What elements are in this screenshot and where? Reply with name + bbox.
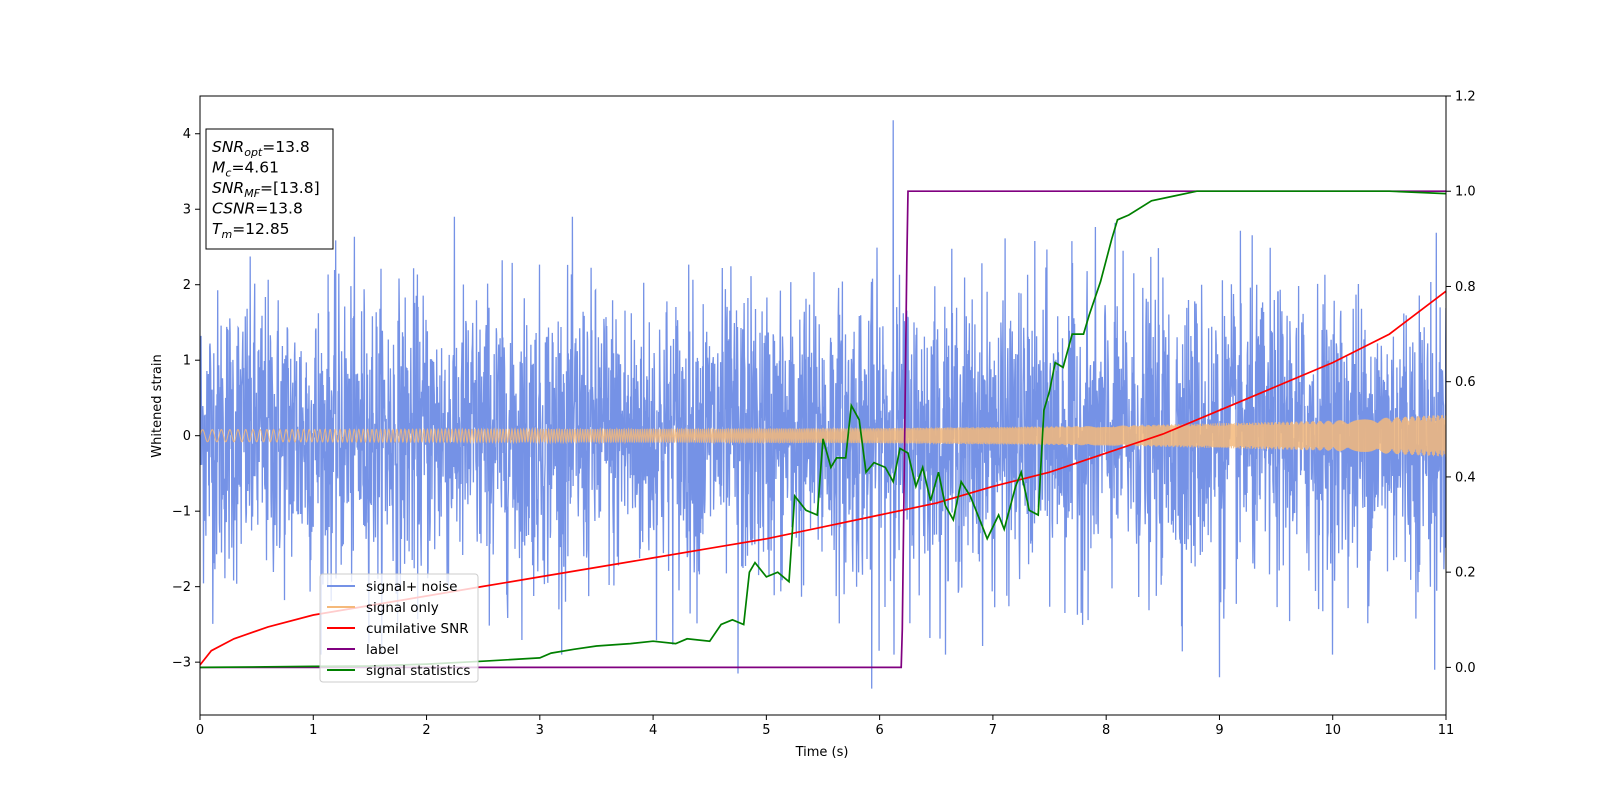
plot-frame [199, 95, 1447, 716]
y2-tick-label: 1.0 [1455, 185, 1476, 200]
legend: signal+ noise signal only cumilative SNR la… [319, 573, 479, 683]
legend-label: label [366, 642, 399, 658]
series-cumulative-snr-line [200, 290, 1446, 666]
y2-tick-label: 1.2 [1455, 90, 1476, 105]
y-tick-label: 4 [183, 127, 191, 142]
y-axis-left: −3 −2 −1 0 1 2 3 4 [172, 127, 200, 671]
y-axis-label: Whitened strain [150, 354, 165, 457]
x-axis: 0 1 2 3 4 5 6 7 8 9 10 11 [196, 715, 1454, 738]
y-axis-right: 0.0 0.2 0.4 0.6 0.8 1.0 1.2 [1446, 90, 1476, 676]
x-tick-label: 2 [422, 723, 430, 738]
annotation-line: SNRMF=[13.8] [212, 179, 320, 200]
y-tick-label: −2 [172, 580, 191, 595]
annotation-frame [205, 128, 334, 250]
annotation-line: SNRopt=13.8 [212, 138, 310, 159]
y2-tick-label: 0.2 [1455, 566, 1476, 581]
y-tick-label: 1 [183, 354, 191, 369]
x-tick-label: 11 [1438, 723, 1455, 738]
x-tick-label: 8 [1102, 723, 1110, 738]
x-tick-label: 4 [649, 723, 657, 738]
x-tick-label: 6 [875, 723, 883, 738]
x-tick-label: 1 [309, 723, 317, 738]
x-tick-label: 5 [762, 723, 770, 738]
x-tick-label: 10 [1324, 723, 1341, 738]
series-label-line [200, 190, 1446, 669]
annotation-line: Tm=12.85 [212, 220, 290, 241]
x-axis-label: Time (s) [795, 745, 849, 760]
y-tick-label: 0 [183, 429, 191, 444]
series-signal-statistics-line [200, 190, 1446, 669]
x-tick-label: 9 [1215, 723, 1223, 738]
y-tick-label: 2 [183, 278, 191, 293]
y-tick-label: −3 [172, 656, 191, 671]
x-tick-label: 7 [989, 723, 997, 738]
legend-label: signal only [366, 600, 439, 616]
x-tick-label: 0 [196, 723, 204, 738]
y2-tick-label: 0.8 [1455, 280, 1476, 295]
x-tick-label: 3 [536, 723, 544, 738]
legend-frame [319, 573, 479, 683]
legend-label: cumilative SNR [366, 621, 469, 637]
legend-label: signal statistics [366, 663, 470, 679]
y2-tick-label: 0.6 [1455, 375, 1476, 390]
y-tick-label: 3 [183, 203, 191, 218]
y2-tick-label: 0.4 [1455, 470, 1476, 485]
legend-label: signal+ noise [366, 579, 457, 595]
y-tick-label: −1 [172, 505, 191, 520]
plot-area [200, 120, 1446, 689]
y2-tick-label: 0.0 [1455, 661, 1476, 676]
annotation-line: Mc=4.61 [212, 159, 279, 180]
annotation-line: CSNR=13.8 [212, 200, 303, 218]
